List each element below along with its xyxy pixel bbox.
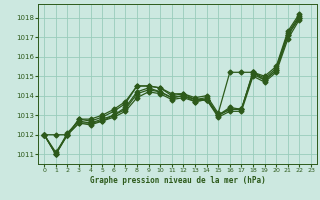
X-axis label: Graphe pression niveau de la mer (hPa): Graphe pression niveau de la mer (hPa) (90, 176, 266, 185)
